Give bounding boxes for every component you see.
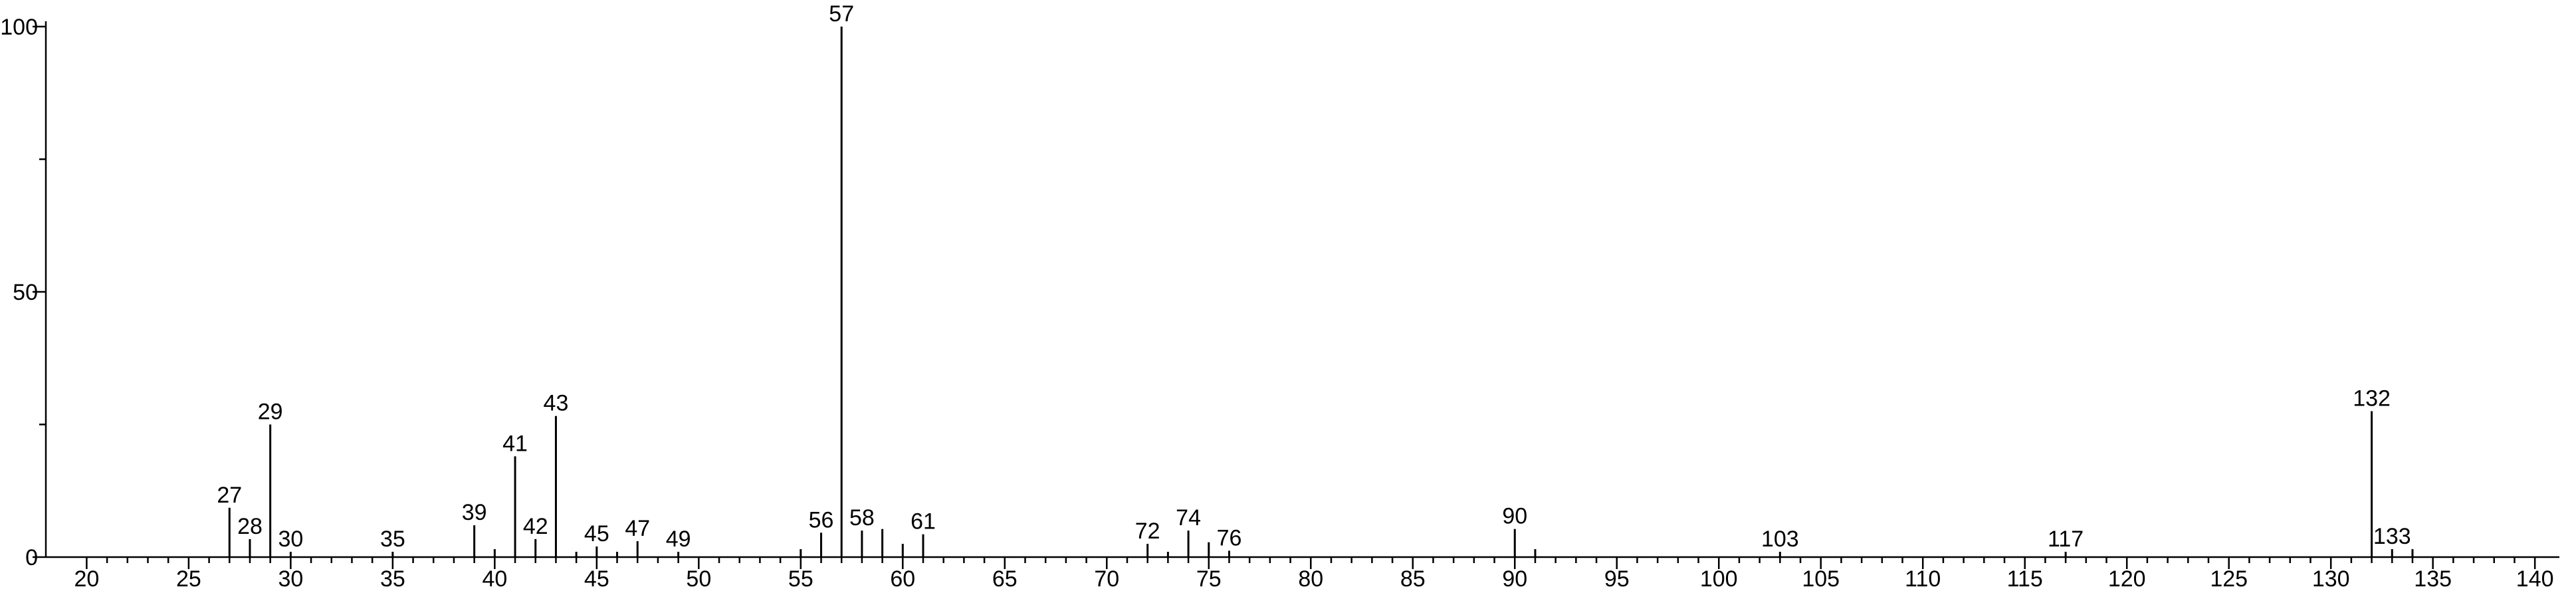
- x-tick-label: 20: [74, 566, 99, 592]
- x-tick-label: 110: [1905, 566, 1941, 592]
- peak-label: 132: [2353, 386, 2391, 412]
- x-tick-label: 90: [1502, 566, 1527, 592]
- peak-label: 27: [217, 483, 242, 508]
- peak-label: 58: [849, 505, 875, 531]
- x-tick-label: 40: [482, 566, 507, 592]
- peak-label: 76: [1217, 525, 1242, 550]
- peak-label: 57: [829, 1, 854, 27]
- x-tick-label: 140: [2516, 566, 2554, 592]
- peak-label: 133: [2373, 524, 2411, 549]
- x-tick-label: 85: [1400, 566, 1426, 592]
- x-tick-label: 125: [2210, 566, 2248, 592]
- peak-label: 47: [625, 516, 650, 541]
- peak-label: 30: [278, 527, 303, 552]
- peak-label: 42: [523, 514, 548, 539]
- x-tick-label: 45: [584, 566, 609, 592]
- peak-label: 29: [258, 400, 283, 425]
- x-tick-label: 75: [1196, 566, 1222, 592]
- peak-label: 39: [462, 500, 487, 525]
- x-tick-label: 65: [992, 566, 1018, 592]
- x-tick-label: 35: [380, 566, 405, 592]
- peak-label: 45: [584, 521, 609, 546]
- peak-label: 35: [380, 527, 405, 552]
- peak-label: 28: [237, 514, 263, 539]
- y-tick-label: 50: [13, 280, 38, 305]
- x-tick-label: 115: [2007, 566, 2043, 592]
- peak-label: 103: [1761, 527, 1799, 552]
- x-tick-label: 60: [890, 566, 915, 592]
- peak-label: 56: [809, 507, 834, 533]
- x-tick-label: 95: [1604, 566, 1630, 592]
- x-tick-label: 130: [2312, 566, 2350, 592]
- x-tick-label: 70: [1094, 566, 1119, 592]
- x-tick-label: 105: [1802, 566, 1840, 592]
- peak-label: 61: [911, 509, 936, 534]
- peak-label: 117: [2048, 527, 2084, 552]
- peak-label: 43: [544, 391, 569, 416]
- x-tick-label: 135: [2414, 566, 2452, 592]
- x-tick-label: 80: [1298, 566, 1323, 592]
- peak-label: 49: [666, 527, 691, 552]
- x-tick-label: 55: [788, 566, 813, 592]
- y-tick-label: 0: [25, 545, 38, 570]
- x-tick-label: 100: [1700, 566, 1738, 592]
- x-tick-label: 30: [278, 566, 303, 592]
- y-tick-label: 100: [0, 15, 38, 40]
- peak-label: 90: [1502, 504, 1527, 529]
- x-tick-label: 120: [2108, 566, 2146, 592]
- peak-label: 72: [1135, 519, 1160, 544]
- x-tick-label: 25: [176, 566, 201, 592]
- x-tick-label: 50: [686, 566, 711, 592]
- peak-label: 74: [1176, 505, 1201, 531]
- peak-label: 41: [502, 431, 528, 456]
